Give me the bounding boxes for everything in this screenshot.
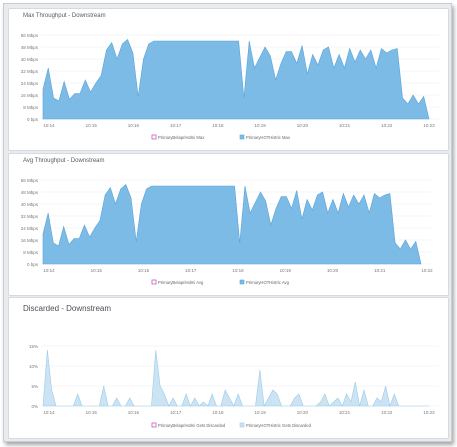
x-tick-label: 10:17 [170, 123, 182, 128]
x-tick-label: 10:21 [374, 268, 386, 273]
y-tick-label: 0% [31, 404, 38, 409]
x-tick-label: 10:15 [86, 410, 98, 415]
y-tick-label: 32 Mbps [21, 214, 39, 219]
legend-swatch-hot[interactable] [239, 422, 245, 428]
y-tick-label: 32 Mbps [21, 69, 39, 74]
y-tick-label: 56 Mbps [21, 178, 39, 183]
x-tick-label: 10:14 [43, 268, 55, 273]
x-tick-label: 10:23 [423, 410, 435, 415]
x-tick-label: 10:22 [381, 410, 393, 415]
x-tick-label: 10:20 [327, 268, 339, 273]
dashboard-frame: Max Throughput - Downstream 0 bps 8 Mbps 1… [3, 3, 452, 442]
x-tick-label: 10:20 [297, 123, 309, 128]
max-throughput-chart: 0 bps 8 Mbps 16 Mbps 24 Mbps 32 Mbps 40 Mbps 4… [21, 33, 439, 140]
series-area-hot-histric [42, 349, 429, 408]
y-tick-label: 15% [29, 344, 38, 349]
y-tick-label: 24 Mbps [21, 226, 39, 231]
y-tick-label: 10% [29, 364, 38, 369]
x-tick-label: 10:14 [43, 123, 55, 128]
legend-swatch-primary[interactable] [151, 279, 157, 285]
x-tick-label: 10:23 [423, 123, 435, 128]
x-tick-label: 10:15 [91, 268, 103, 273]
y-tick-label: 0 bps [27, 262, 39, 267]
discarded-panel: Discarded - Downstream 0% 5% 10% 15% 10:14 10… [8, 297, 449, 439]
x-tick-label: 10:16 [128, 410, 140, 415]
x-tick-label: 10:17 [170, 410, 182, 415]
x-tick-label: 10:18 [212, 410, 224, 415]
x-tick-label: 10:17 [185, 268, 197, 273]
y-tick-label: 24 Mbps [21, 81, 39, 86]
panel-title: Avg Throughput - Downstream [23, 158, 105, 164]
series-area-hot-histric [42, 38, 430, 120]
y-tick-label: 16 Mbps [21, 238, 39, 243]
x-tick-label: 10:21 [339, 123, 351, 128]
legend-swatch-hot[interactable] [239, 134, 245, 140]
x-tick-label: 10:16 [138, 268, 150, 273]
y-tick-label: 5% [31, 384, 38, 389]
avg-throughput-chart: 0 bps 8 Mbps 16 Mbps 24 Mbps 32 Mbps 40 Mbps 4… [21, 178, 433, 285]
legend-label-primary[interactable]: PrimaryBelapriHdmi Max [158, 135, 205, 140]
legend-label-hot[interactable]: PrimaryHOTHistric Gets Discarded [246, 423, 312, 428]
panel-title: Discarded - Downstream [23, 304, 112, 313]
legend-label-hot[interactable]: PrimaryHOTHistric Max [246, 135, 291, 140]
y-tick-label: 8 Mbps [23, 105, 39, 110]
series-area-hot-histric [42, 183, 422, 265]
x-tick-label: 10:15 [86, 123, 98, 128]
x-tick-label: 10:22 [421, 268, 433, 273]
x-tick-label: 10:18 [212, 123, 224, 128]
y-tick-label: 40 Mbps [21, 202, 39, 207]
x-tick-label: 10:22 [381, 123, 393, 128]
y-tick-label: 56 Mbps [21, 33, 39, 38]
legend-label-hot[interactable]: PrimaryHOTHistric Avg [246, 280, 290, 285]
x-tick-label: 10:19 [254, 123, 266, 128]
x-tick-label: 10:21 [339, 410, 351, 415]
y-tick-label: 48 Mbps [21, 190, 39, 195]
panel-title: Max Throughput - Downstream [23, 13, 106, 19]
y-tick-label: 16 Mbps [21, 93, 39, 98]
x-tick-label: 10:14 [43, 410, 55, 415]
legend-swatch-primary[interactable] [151, 134, 157, 140]
y-tick-label: 0 bps [27, 117, 39, 122]
legend-label-primary[interactable]: PrimaryBelapriHdmi Gets Discarded [158, 423, 226, 428]
x-tick-label: 10:16 [128, 123, 140, 128]
legend-swatch-primary[interactable] [151, 422, 157, 428]
y-tick-label: 40 Mbps [21, 57, 39, 62]
x-tick-label: 10:19 [254, 410, 266, 415]
legend-swatch-hot[interactable] [239, 279, 245, 285]
discarded-chart: 0% 5% 10% 15% 10:14 10:15 10:16 10:17 10:18 10:19… [29, 344, 439, 428]
x-tick-label: 10:18 [232, 268, 244, 273]
avg-throughput-panel: Avg Throughput - Downstream 0 bps 8 Mbps 1… [8, 153, 449, 296]
x-tick-label: 10:20 [297, 410, 309, 415]
x-tick-label: 10:19 [280, 268, 292, 273]
y-tick-label: 8 Mbps [23, 250, 39, 255]
legend-label-primary[interactable]: PrimaryBelapriHdmi Avg [158, 280, 204, 285]
y-tick-label: 48 Mbps [21, 45, 39, 50]
max-throughput-panel: Max Throughput - Downstream 0 bps 8 Mbps 1… [8, 8, 449, 151]
